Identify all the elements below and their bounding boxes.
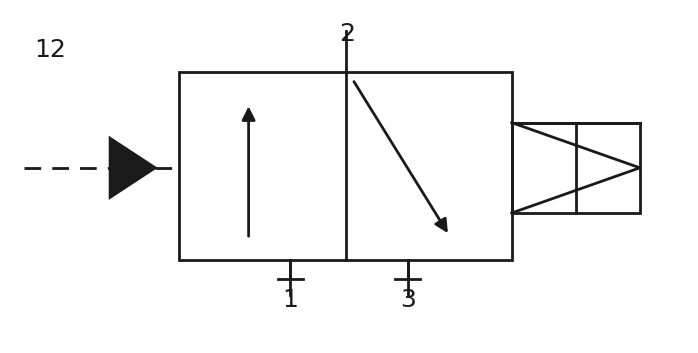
Text: 2: 2 [339, 22, 355, 46]
Text: 1: 1 [282, 288, 298, 312]
Text: 12: 12 [34, 38, 66, 62]
Text: 3: 3 [400, 288, 416, 312]
Polygon shape [110, 138, 155, 197]
